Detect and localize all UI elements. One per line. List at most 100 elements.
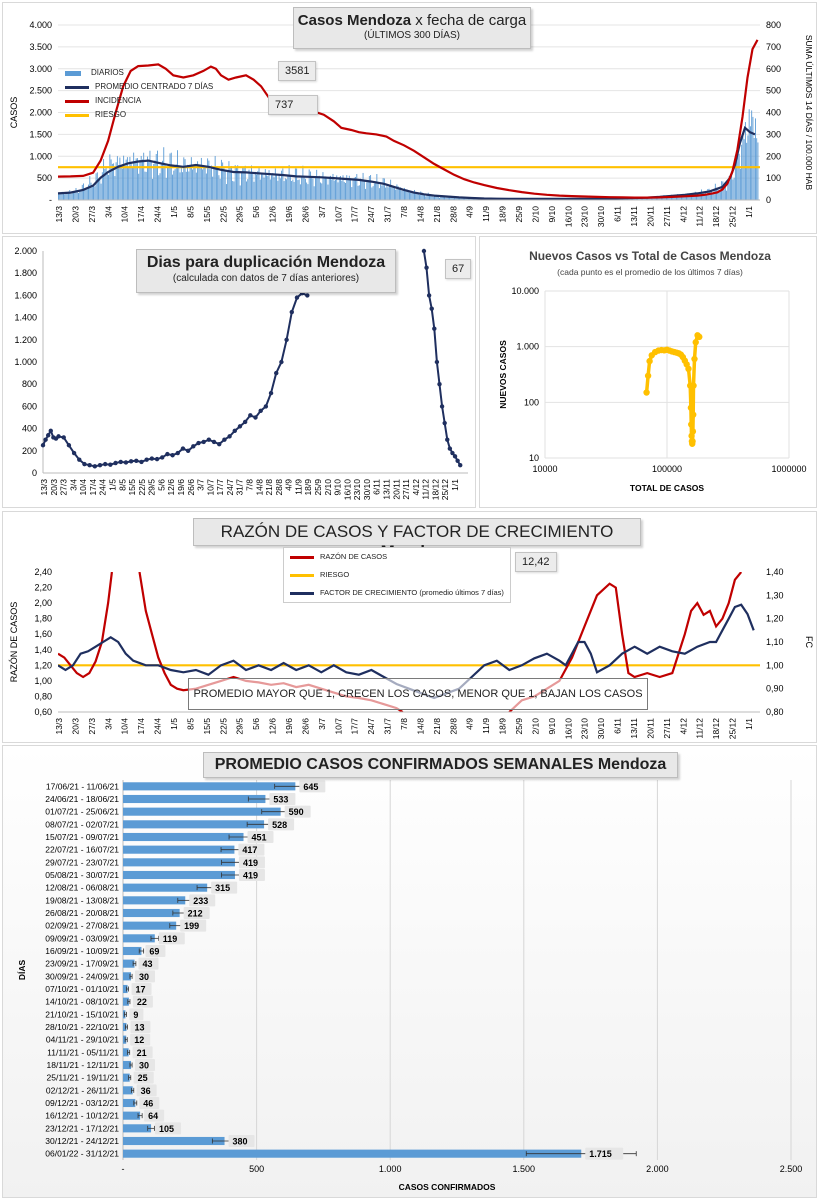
diarios-bar (63, 192, 64, 200)
dup-point (175, 450, 180, 456)
diarios-bar (679, 195, 681, 200)
dup-point (232, 428, 237, 434)
casos-x-tick-14: 19/6 (284, 206, 294, 223)
diarios-bar (199, 168, 201, 200)
diarios-bar (263, 177, 265, 200)
diarios-bar (218, 175, 220, 200)
diarios-bar (173, 170, 175, 200)
dup-x-tick-23: 21/8 (264, 479, 274, 496)
semanales-category-27: 23/12/21 - 17/12/21 (45, 1123, 119, 1133)
dup-point (201, 439, 206, 445)
diarios-bar (79, 190, 81, 200)
nuevos-point (692, 339, 699, 346)
diarios-bar (154, 160, 156, 200)
razon-ytick-5: 1,60 (34, 629, 52, 639)
dup-point (191, 444, 196, 449)
diarios-bar (229, 166, 231, 200)
casos-ytick-2: 1.000 (29, 151, 52, 161)
diarios-bar (134, 161, 136, 200)
diarios-bar (159, 173, 161, 200)
casos-ytick-0: - (49, 195, 52, 205)
diarios-bar (99, 177, 101, 200)
casos-ytick-8: 4.000 (29, 20, 52, 30)
diarios-bar (425, 196, 427, 200)
diarios-bar (373, 183, 375, 200)
nuevos-point (687, 404, 695, 411)
semanales-bar-6 (123, 858, 235, 867)
legend-fc: FACTOR DE CRECIMIENTO (promedio últimos … (290, 584, 504, 602)
razon-ytick-3: 1,20 (34, 660, 52, 670)
nuevos-point (688, 421, 695, 428)
diarios-bar (706, 193, 707, 200)
diarios-bar (350, 178, 351, 200)
legend-promedio: PROMEDIO CENTRADO 7 DÍAS (65, 80, 213, 94)
diarios-bar (193, 164, 195, 200)
diarios-bar (749, 126, 751, 200)
razon-x-tick-3: 3/4 (103, 718, 113, 730)
diarios-bar (386, 185, 388, 200)
semanales-xtick-3: 1.500 (513, 1164, 536, 1174)
diarios-bar (422, 193, 424, 200)
razon-y2tick-0: 0,80 (766, 707, 784, 717)
diarios-bar (377, 182, 379, 200)
diarios-bar (412, 192, 414, 200)
semanales-category-4: 15/07/21 - 09/07/21 (45, 832, 119, 842)
diarios-bar (241, 172, 242, 200)
diarios-bar (355, 176, 356, 200)
diarios-bar (455, 196, 457, 200)
dup-point (294, 295, 300, 300)
diarios-bar (165, 177, 167, 200)
diarios-bar (415, 192, 417, 200)
diarios-bar (716, 187, 718, 200)
incidencia-line (57, 39, 759, 199)
diarios-bar (337, 182, 339, 200)
dup-point (305, 293, 310, 298)
semanales-label-bg-22 (135, 1059, 156, 1071)
diarios-bar (362, 172, 364, 200)
casos-x-tick-19: 24/7 (366, 206, 376, 223)
diarios-bar (80, 191, 82, 200)
diarios-bar (269, 179, 271, 200)
diarios-bar (421, 192, 423, 200)
callout-3581: 3581 (278, 61, 317, 81)
casos-ytick-5: 2.500 (29, 86, 52, 96)
diarios-bar (155, 153, 157, 200)
casos-y2tick-4: 400 (766, 108, 781, 118)
diarios-bar (182, 172, 184, 200)
semanales-bar-28 (123, 1136, 225, 1146)
semanales-label-bg-10 (183, 907, 210, 919)
semanales-category-25: 09/12/21 - 03/12/21 (45, 1098, 119, 1108)
diarios-bar (116, 156, 118, 200)
casos-ylabel: CASOS (9, 97, 19, 129)
semanales-title: PROMEDIO CASOS CONFIRMADOS SEMANALES Men… (214, 756, 667, 773)
nuevos-ytick-0: 10 (529, 453, 539, 463)
diarios-bar (293, 181, 295, 200)
semanales-label-23: 25 (138, 1073, 148, 1083)
dup-point (154, 456, 160, 462)
diarios-bar (327, 184, 329, 200)
diarios-bar (301, 176, 303, 200)
diarios-bar (452, 198, 454, 200)
diarios-bar (205, 173, 207, 200)
dup-ytick-0: 0 (32, 468, 37, 478)
diarios-bar (436, 195, 438, 200)
semanales-category-29: 06/01/22 - 31/12/21 (45, 1149, 119, 1159)
semanales-label-bg-26 (144, 1109, 165, 1122)
semanales-category-2: 01/07/21 - 25/06/21 (45, 807, 119, 817)
semanales-category-3: 08/07/21 - 02/07/21 (45, 819, 119, 829)
dup-x-tick-11: 29/5 (147, 479, 157, 496)
casos-x-tick-13: 12/6 (268, 206, 278, 223)
diarios-bar (456, 196, 458, 200)
razon-y2label: FC (804, 636, 814, 648)
diarios-bar (751, 110, 753, 200)
diarios-bar (175, 164, 177, 200)
casos-x-tick-23: 21/8 (432, 206, 442, 223)
casos-x-tick-29: 2/10 (530, 206, 540, 223)
dup-point (426, 293, 432, 298)
dup-point (87, 463, 92, 468)
diarios-bar (317, 177, 319, 200)
diarios-bar (115, 162, 117, 200)
semanales-label-bg-19 (130, 1021, 151, 1033)
diarios-bar (326, 176, 328, 200)
dup-x-tick-36: 20/11 (391, 479, 401, 500)
